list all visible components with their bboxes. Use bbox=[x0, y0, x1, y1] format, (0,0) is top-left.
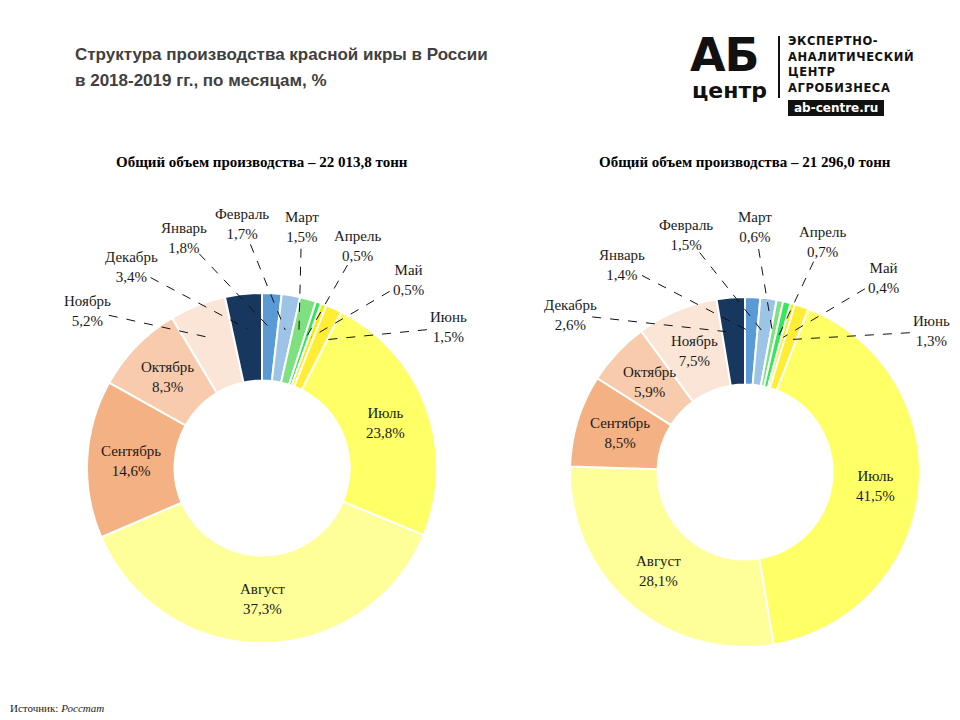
svg-text:Декабрь2,6%: Декабрь2,6% bbox=[544, 297, 597, 333]
svg-text:Общий объем производства – 21: Общий объем производства – 21 296,0 тонн bbox=[599, 154, 891, 170]
svg-text:Январь1,4%: Январь1,4% bbox=[599, 247, 645, 283]
svg-text:Март0,6%: Март0,6% bbox=[738, 209, 772, 245]
html-text:АНАЛИТИЧЕСКИЙ: АНАЛИТИЧЕСКИЙ bbox=[788, 49, 915, 64]
svg-text:Июнь1,5%: Июнь1,5% bbox=[430, 309, 467, 345]
svg-text:Общий объем производства – 22: Общий объем производства – 22 013,8 тонн bbox=[116, 154, 408, 170]
svg-text:Февраль1,7%: Февраль1,7% bbox=[215, 206, 269, 242]
html-text:в 2018-2019 гг., по месяцам, %: в 2018-2019 гг., по месяцам, % bbox=[75, 71, 327, 90]
svg-text:Май0,5%: Май0,5% bbox=[393, 262, 424, 298]
svg-text:Декабрь3,4%: Декабрь3,4% bbox=[105, 249, 158, 285]
svg-text:Ноябрь5,2%: Ноябрь5,2% bbox=[64, 293, 111, 329]
svg-text:Август37,3%: Август37,3% bbox=[240, 581, 285, 617]
svg-text:Апрель0,5%: Апрель0,5% bbox=[334, 228, 382, 264]
svg-text:Сентябрь14,6%: Сентябрь14,6% bbox=[101, 443, 161, 479]
html-text:ЦЕНТР: ЦЕНТР bbox=[788, 65, 836, 79]
html-text:АБ: АБ bbox=[690, 28, 759, 82]
svg-text:Июнь1,3%: Июнь1,3% bbox=[913, 313, 950, 349]
svg-text:Октябрь5,9%: Октябрь5,9% bbox=[623, 364, 676, 400]
svg-text:Апрель0,7%: Апрель0,7% bbox=[799, 224, 847, 260]
svg-text:Июль41,5%: Июль41,5% bbox=[856, 468, 895, 504]
html-text:Источник: Росстат: Источник: Росстат bbox=[10, 702, 105, 714]
html-text:центр: центр bbox=[692, 78, 767, 103]
svg-text:Июль23,8%: Июль23,8% bbox=[366, 405, 405, 441]
svg-text:Октябрь8,3%: Октябрь8,3% bbox=[141, 359, 194, 395]
svg-text:Январь1,8%: Январь1,8% bbox=[161, 220, 207, 256]
html-text:Структура производства красной: Структура производства красной икры в Ро… bbox=[75, 45, 488, 64]
html-text:ab-centre.ru: ab-centre.ru bbox=[794, 101, 879, 115]
svg-text:Февраль1,5%: Февраль1,5% bbox=[659, 217, 713, 253]
html-text:АГРОБИЗНЕСА: АГРОБИЗНЕСА bbox=[788, 80, 891, 95]
svg-text:Март1,5%: Март1,5% bbox=[285, 209, 319, 245]
svg-text:Август28,1%: Август28,1% bbox=[636, 553, 681, 589]
svg-text:Май0,4%: Май0,4% bbox=[868, 260, 899, 296]
svg-text:Сентябрь8,5%: Сентябрь8,5% bbox=[590, 415, 650, 451]
svg-text:Ноябрь7,5%: Ноябрь7,5% bbox=[671, 333, 718, 369]
html-text:ЭКСПЕРТНО-: ЭКСПЕРТНО- bbox=[788, 34, 879, 48]
